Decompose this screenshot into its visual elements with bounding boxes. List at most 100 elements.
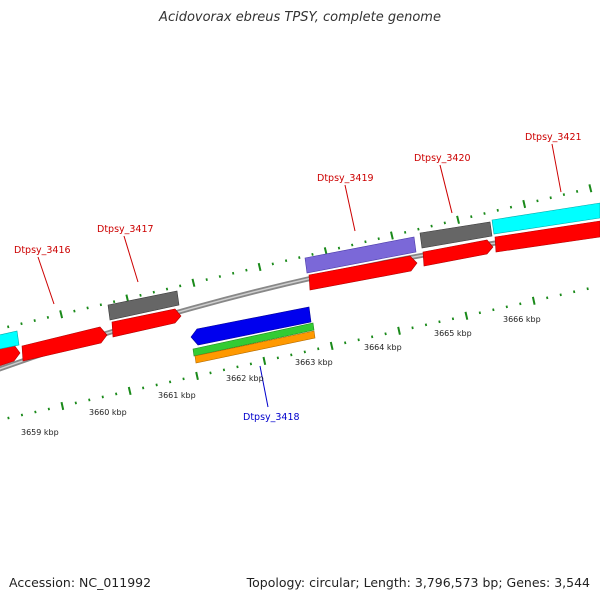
forward-tick-mark	[99, 303, 102, 307]
scale-tick-mark	[222, 368, 226, 372]
scale-tick-mark	[74, 401, 77, 405]
forward-tick-mark	[152, 290, 155, 294]
forward-tick-mark	[562, 193, 566, 197]
leader-line	[123, 235, 139, 283]
forward-tick-mark	[404, 231, 407, 234]
scale-tick-mark	[329, 341, 334, 351]
scale-tick-mark	[88, 398, 91, 402]
forward-tick-mark	[59, 310, 64, 319]
scale-tick-mark	[115, 392, 118, 396]
scale-tick-mark	[101, 395, 104, 399]
scale-tick-label: 3663 kbp	[295, 358, 333, 367]
genome-summary-text: Topology: circular; Length: 3,796,573 bp…	[246, 575, 590, 590]
forward-tick-mark	[20, 322, 23, 326]
forward-tick-mark	[311, 252, 314, 256]
gene-arrow[interactable]	[111, 308, 182, 338]
scale-tick-mark	[573, 290, 576, 294]
forward-tick-mark	[430, 224, 433, 228]
scale-tick-label: 3665 kbp	[434, 329, 472, 338]
forward-tick-mark	[536, 199, 539, 203]
forward-tick-mark	[443, 221, 446, 225]
gene-label[interactable]: Dtpsy_3418	[243, 412, 300, 423]
scale-tick-mark	[371, 335, 374, 339]
forward-tick-mark	[284, 259, 288, 263]
scale-tick-mark	[195, 371, 199, 381]
scale-tick-mark	[531, 296, 536, 305]
forward-tick-mark	[456, 215, 460, 224]
gene-arrow[interactable]	[308, 255, 418, 291]
scale-tick-mark	[344, 341, 347, 345]
forward-tick-mark	[73, 309, 76, 313]
forward-tick-mark	[351, 243, 354, 247]
forward-tick-mark	[165, 287, 169, 291]
scale-tick-mark	[424, 323, 428, 327]
forward-tick-mark	[218, 275, 222, 278]
forward-tick-mark	[377, 237, 380, 241]
forward-tick-mark	[496, 208, 499, 212]
scale-tick-mark	[7, 416, 10, 420]
scale-tick-mark	[249, 362, 253, 366]
forward-tick-mark	[298, 256, 301, 260]
scale-tick-mark	[168, 380, 172, 384]
reverse-strand-genes	[190, 306, 316, 364]
leader-line	[259, 365, 269, 408]
forward-tick-mark	[575, 189, 579, 193]
scale-tick-mark	[290, 353, 293, 357]
gene-label[interactable]: Dtpsy_3419	[317, 173, 374, 184]
scale-tick-mark	[127, 386, 132, 396]
scale-tick-mark	[411, 326, 414, 330]
scale-tick-mark	[236, 365, 239, 369]
feature-cyan[interactable]	[491, 202, 600, 235]
scale-tick-mark	[451, 317, 455, 321]
gene-arrow[interactable]	[422, 239, 494, 267]
forward-tick-mark	[364, 240, 367, 244]
forward-tick-mark	[588, 184, 593, 193]
leader-line	[439, 164, 453, 214]
forward-tick-mark	[112, 300, 116, 304]
forward-tick-mark	[509, 205, 513, 209]
scale-tick-track	[7, 287, 589, 420]
forward-tick-mark	[232, 271, 235, 275]
scale-tick-labels: 3659 kbp 3660 kbp 3661 kbp 3662 kbp 3663…	[21, 315, 541, 437]
feature-gray[interactable]	[107, 290, 180, 321]
map-title: Acidovorax ebreus TPSY, complete genome	[159, 10, 441, 25]
scale-tick-mark	[546, 296, 549, 300]
forward-features	[0, 202, 600, 351]
gene-arrow-reverse[interactable]	[190, 306, 312, 346]
forward-tick-mark	[470, 215, 473, 219]
scale-tick-mark	[505, 305, 508, 309]
feature-purple[interactable]	[304, 236, 417, 274]
gene-label[interactable]: Dtpsy_3417	[97, 224, 154, 235]
gene-arrow[interactable]	[494, 220, 600, 253]
scale-tick-mark	[20, 413, 24, 417]
scale-tick-mark	[47, 407, 50, 411]
forward-tick-mark	[337, 246, 341, 250]
forward-tick-mark	[7, 325, 10, 329]
feature-cyan[interactable]	[0, 330, 20, 351]
feature-gray[interactable]	[419, 221, 493, 249]
forward-tick-mark	[191, 278, 196, 287]
scale-tick-mark	[357, 338, 360, 342]
scale-tick-mark	[586, 287, 589, 291]
forward-tick-mark	[417, 227, 420, 231]
gene-label[interactable]: Dtpsy_3420	[414, 153, 471, 164]
forward-tick-mark	[257, 262, 262, 272]
scale-tick-mark	[60, 401, 65, 411]
forward-tick-mark	[549, 196, 552, 200]
forward-tick-mark	[245, 268, 248, 272]
gene-label[interactable]: Dtpsy_3416	[14, 245, 71, 256]
scale-tick-mark	[492, 308, 495, 312]
feature-green[interactable]	[192, 322, 315, 357]
gene-label[interactable]: Dtpsy_3421	[525, 132, 582, 143]
forward-tick-mark	[205, 278, 208, 282]
scale-tick-mark	[262, 356, 267, 366]
scale-tick-mark	[303, 350, 306, 354]
scale-tick-label: 3666 kbp	[503, 315, 541, 324]
scale-tick-mark	[182, 377, 185, 381]
forward-tick-mark	[179, 284, 182, 288]
forward-tick-mark	[46, 315, 50, 319]
gene-arrow[interactable]	[21, 326, 108, 362]
feature-orange[interactable]	[194, 330, 316, 364]
scale-tick-mark	[559, 293, 562, 297]
